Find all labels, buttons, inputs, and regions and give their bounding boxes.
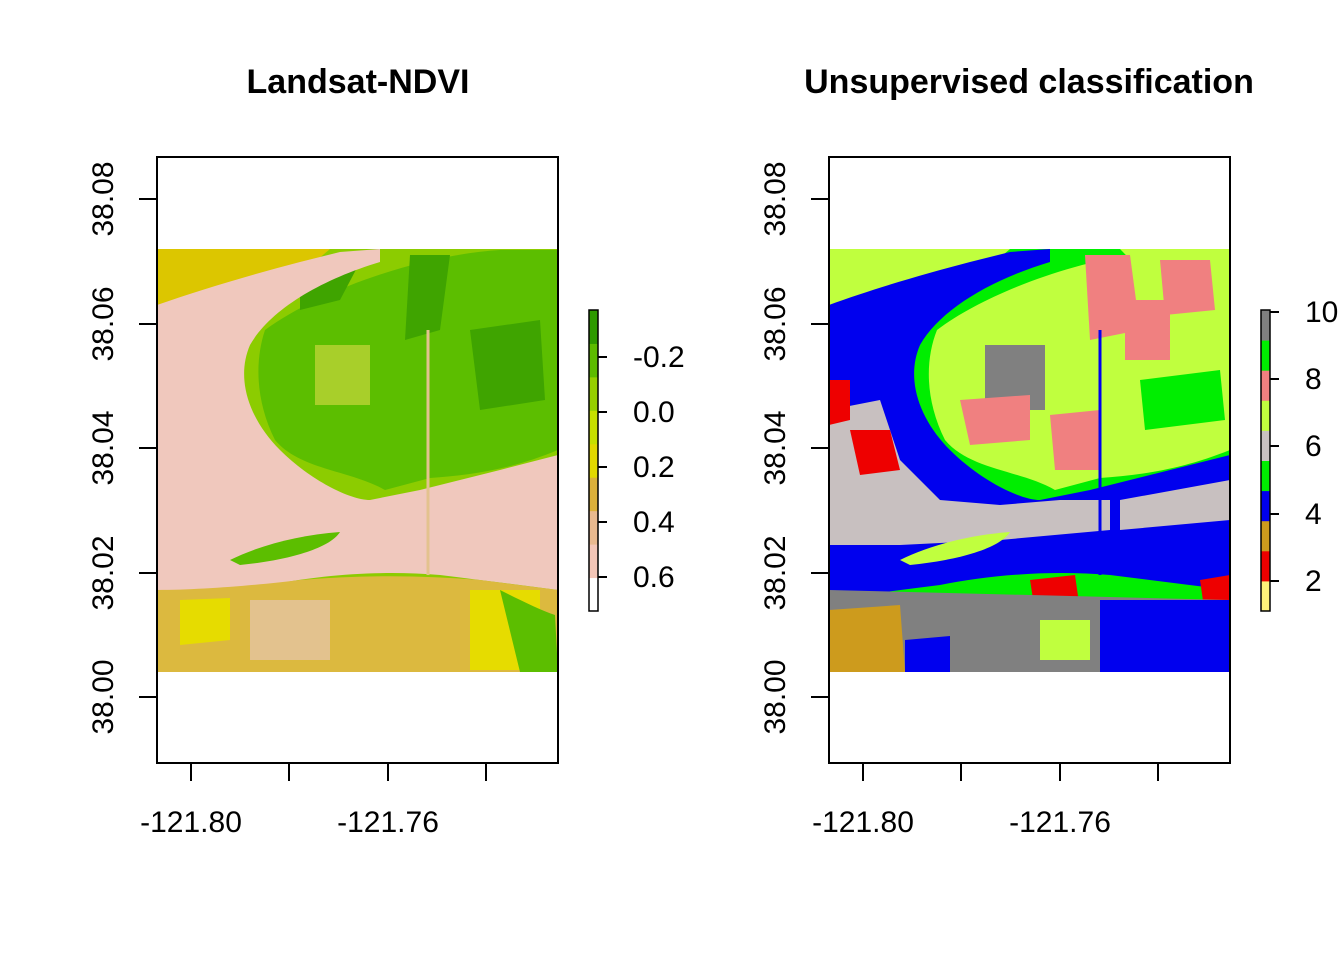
- legend-swatch: [1261, 460, 1270, 492]
- y-tick-label: 38.02: [759, 535, 792, 610]
- legend-swatch: [589, 376, 598, 411]
- legend-swatch: [1261, 370, 1270, 401]
- plot-frame: [156, 156, 559, 764]
- legend-swatch: [1261, 310, 1270, 341]
- legend-label: 0.6: [633, 561, 675, 594]
- class-south-gold: [829, 605, 905, 672]
- legend-label: 4: [1305, 498, 1322, 531]
- y-tick-label: 38.04: [759, 410, 792, 485]
- ndvi-field: [180, 598, 230, 645]
- legend-swatch: [589, 310, 598, 344]
- legend-swatch: [589, 343, 598, 378]
- classification-legend: 2 4 6 8 10: [1260, 296, 1338, 612]
- ndvi-dense-patch: [405, 255, 450, 340]
- legend-swatch: [1261, 580, 1270, 612]
- y-tick-label: 38.08: [87, 161, 120, 236]
- y-tick-label: 38.08: [759, 161, 792, 236]
- legend-label: 2: [1305, 565, 1322, 598]
- x-axis: [862, 763, 1159, 781]
- legend-swatch: [589, 443, 598, 478]
- legend-label: -0.2: [633, 341, 685, 374]
- y-tick-label: 38.04: [87, 410, 120, 485]
- legend-label: 6: [1305, 430, 1322, 463]
- class-river-island: [900, 532, 1010, 565]
- y-tick-label: 38.06: [759, 286, 792, 361]
- class-shallow: [1120, 480, 1230, 530]
- x-axis: [190, 763, 487, 781]
- class-field: [960, 395, 1030, 445]
- legend-label: 0.4: [633, 506, 675, 539]
- class-field: [1125, 300, 1170, 360]
- class-shallow: [829, 400, 1110, 545]
- ndvi-field: [315, 345, 370, 405]
- legend-swatch: [589, 510, 598, 545]
- legend-swatch: [589, 577, 598, 612]
- class-field: [985, 345, 1045, 410]
- legend-label: 8: [1305, 363, 1322, 396]
- legend-frame: [1260, 309, 1271, 612]
- class-red-patch: [850, 430, 900, 475]
- legend-swatch: [1261, 340, 1270, 371]
- classification-raster: [829, 249, 1230, 672]
- ndvi-island: [258, 250, 558, 490]
- class-south-blue: [1100, 600, 1230, 672]
- panel-ndvi: Landsat-NDVI: [87, 63, 685, 839]
- y-tick-label: 38.02: [87, 535, 120, 610]
- class-field: [1160, 260, 1215, 315]
- ndvi-field: [250, 600, 330, 660]
- legend-swatch: [589, 410, 598, 445]
- y-axis: [139, 198, 157, 698]
- class-field: [1140, 370, 1225, 430]
- legend-swatch: [589, 477, 598, 512]
- x-tick-label: -121.76: [337, 806, 439, 839]
- legend-swatch: [1261, 430, 1270, 461]
- class-south-blue: [905, 636, 950, 672]
- ndvi-legend: -0.2 0.0 0.2 0.4 0.6: [588, 309, 685, 612]
- ndvi-raster: [157, 249, 558, 672]
- panel-title: Unsupervised classification: [804, 63, 1254, 101]
- y-tick-label: 38.06: [87, 286, 120, 361]
- y-tick-label: 38.00: [759, 659, 792, 734]
- ndvi-river: [157, 249, 558, 600]
- legend-label: 0.0: [633, 396, 675, 429]
- legend-frame: [588, 309, 599, 612]
- class-red-patch: [829, 380, 850, 425]
- legend-swatch: [1261, 490, 1270, 522]
- legend-label: 0.2: [633, 451, 675, 484]
- ndvi-river-island: [230, 532, 340, 565]
- legend-swatch: [1261, 400, 1270, 431]
- y-tick-label: 38.00: [87, 659, 120, 734]
- panel-classification: Unsupervised classification: [759, 63, 1338, 839]
- legend-swatch: [1261, 520, 1270, 552]
- x-tick-label: -121.80: [812, 806, 914, 839]
- plot-frame: [828, 156, 1231, 764]
- ndvi-river-west: [157, 305, 215, 510]
- legend-swatch: [589, 544, 598, 579]
- y-axis: [811, 198, 829, 698]
- ndvi-dense-patch: [470, 320, 545, 410]
- x-tick-label: -121.80: [140, 806, 242, 839]
- class-south-lime: [1040, 620, 1090, 660]
- x-tick-label: -121.76: [1009, 806, 1111, 839]
- legend-swatch: [1261, 550, 1270, 582]
- ndvi-field: [500, 590, 558, 672]
- legend-label: 10: [1305, 296, 1338, 329]
- class-field: [1050, 410, 1100, 470]
- panel-title: Landsat-NDVI: [247, 63, 470, 101]
